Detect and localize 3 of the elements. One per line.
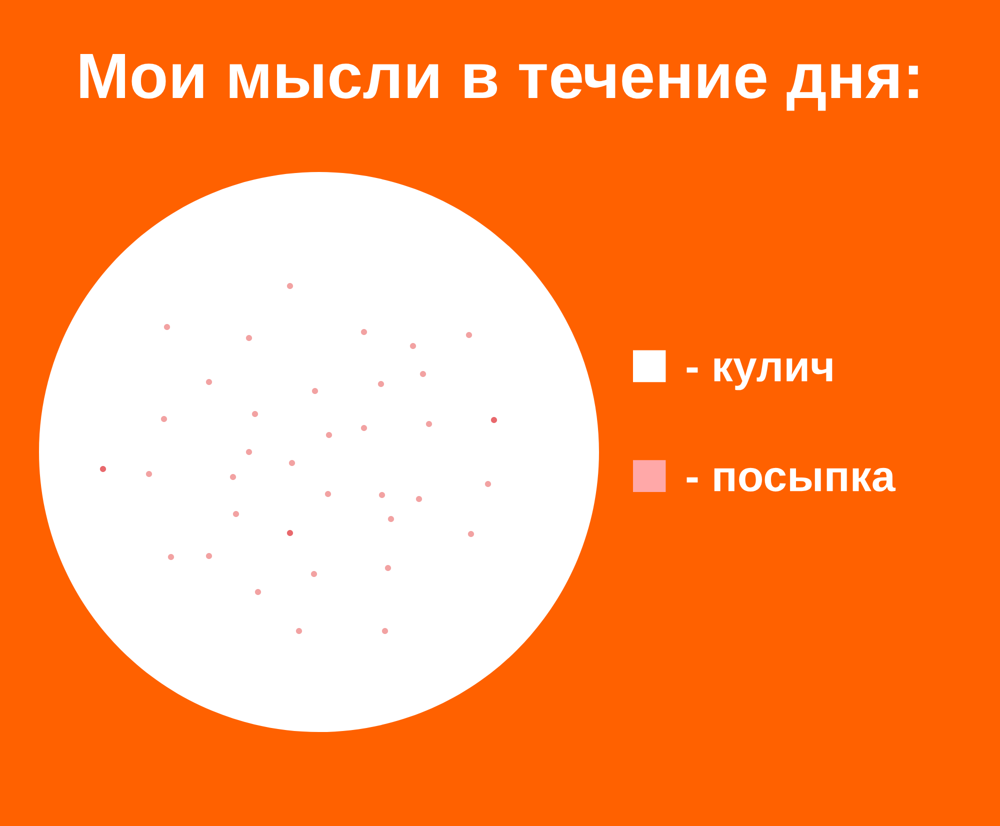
- legend-label: - посыпка: [686, 468, 896, 492]
- chart-title: Мои мысли в течение дня:: [80, 54, 918, 111]
- legend-label: - кулич: [686, 358, 832, 390]
